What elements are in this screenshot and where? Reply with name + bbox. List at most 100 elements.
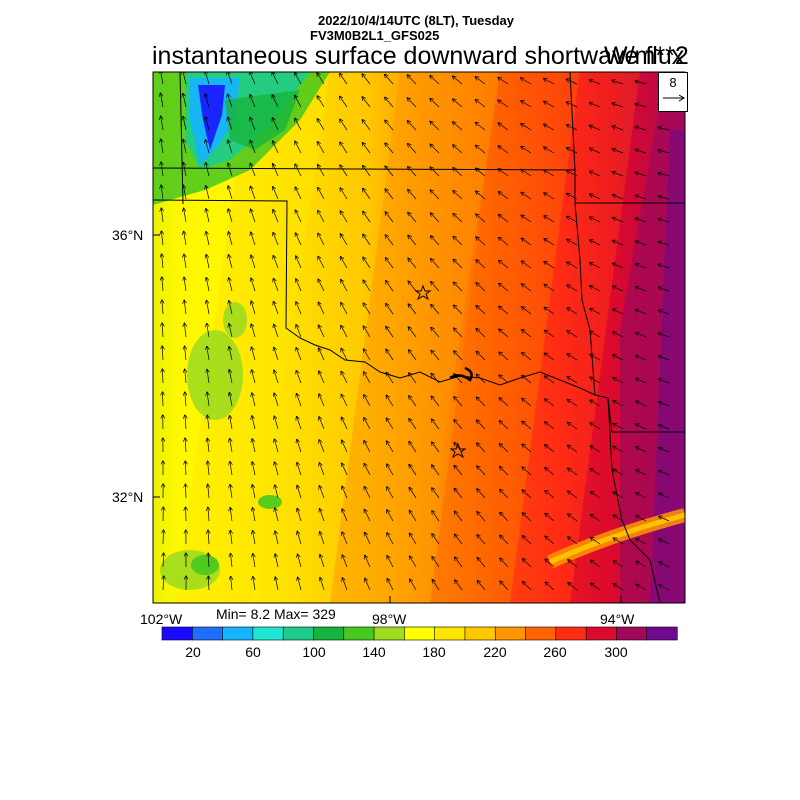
colorbar-swatch (494, 626, 527, 641)
wind-vector-arrow (590, 377, 601, 384)
wind-vector-arrow (230, 508, 232, 522)
wind-vector-arrow (296, 371, 302, 384)
wind-vector-arrow (408, 190, 417, 200)
wind-vector-arrow (477, 489, 486, 499)
wind-vector-arrow (522, 490, 532, 499)
wind-vector-arrow (340, 211, 348, 223)
state-borders (153, 72, 685, 603)
wind-vector-arrow (545, 468, 555, 476)
wind-vector-arrow (319, 463, 325, 476)
wind-vector-arrow (477, 535, 486, 545)
wind-vector-arrow (318, 279, 325, 292)
wind-vector-arrow (298, 577, 302, 591)
wind-vector-arrow (341, 326, 348, 338)
wind-vector-arrow (205, 117, 210, 131)
wind-vector-arrow (613, 492, 624, 499)
wind-vector-arrow (521, 124, 532, 131)
wind-vector-arrow (296, 233, 302, 246)
wind-vector-arrow (590, 148, 601, 154)
wind-vector-arrow (544, 79, 555, 85)
wind-vector-arrow (185, 369, 186, 384)
wind-vector-arrow (613, 424, 624, 430)
wind-vector-arrow (272, 118, 279, 131)
wind-vector-arrow (522, 284, 532, 292)
wind-vector-arrow (499, 238, 509, 246)
colorbar-swatch (404, 626, 436, 641)
wind-vector-arrow (228, 186, 233, 200)
wind-vector-arrow (521, 78, 532, 85)
wind-vector-arrow (275, 577, 279, 591)
wind-vector-arrow (185, 438, 186, 453)
wind-vector-arrow (364, 395, 371, 407)
wind-vector-arrow (297, 485, 302, 499)
wind-vector-arrow (295, 141, 302, 154)
wind-vector-arrow (613, 332, 624, 338)
wind-vector-arrow (590, 217, 601, 223)
colorbar-label: 100 (302, 644, 326, 660)
wind-vector-arrow (319, 486, 325, 499)
wind-vector-arrow (251, 232, 256, 246)
colorbar-swatch (525, 626, 557, 641)
wind-vector-arrow (521, 101, 532, 108)
colorbar-swatch (252, 626, 284, 641)
wind-vector-arrow (362, 143, 371, 154)
wind-vector-arrow (253, 508, 256, 522)
wind-vector-arrow (160, 72, 164, 85)
wind-vector-arrow (613, 401, 624, 407)
colorbar-label: 300 (604, 644, 628, 660)
wind-vector-arrow (320, 532, 325, 545)
wind-vector-arrow (364, 510, 371, 522)
reference-vector-value: 8 (669, 75, 677, 90)
wind-vector-arrow (341, 280, 348, 292)
wind-vector-arrow (499, 215, 509, 223)
wind-vector-arrow (545, 559, 555, 568)
colorbar-swatch (585, 626, 618, 641)
wind-vector-arrow (567, 217, 578, 223)
wind-vector-arrow (590, 469, 601, 476)
wind-vector-arrow (319, 348, 325, 361)
wind-vector-arrow (272, 95, 279, 108)
wind-vector-arrow (340, 165, 348, 177)
wind-vector-arrow (430, 167, 440, 177)
wind-vector-arrow (183, 163, 187, 177)
wind-vector-arrow (453, 76, 463, 85)
wind-vector-arrow (589, 80, 601, 85)
wind-vector-arrow (476, 237, 486, 246)
wind-vector-arrow (475, 77, 486, 85)
wind-vector-arrow (228, 209, 233, 223)
wind-vector-arrow (567, 354, 578, 361)
wind-vector-arrow (251, 255, 256, 269)
wind-vector-arrow (659, 471, 670, 476)
wind-vector-arrow (206, 163, 210, 177)
wind-vector-arrow (295, 95, 302, 108)
wind-vector-arrow (454, 351, 463, 361)
wind-vector-arrow (253, 531, 256, 545)
wind-vector-arrow (298, 554, 302, 568)
wind-vector-arrow (274, 347, 279, 361)
wind-vector-arrow (341, 394, 348, 407)
wind-vector-arrow (275, 462, 279, 476)
wind-vector-arrow (455, 580, 463, 591)
wind-vector-arrow (295, 118, 302, 131)
wind-vector-arrow (365, 555, 371, 568)
wind-vector-arrow (636, 424, 647, 430)
wind-vector-arrow (432, 419, 440, 430)
wind-vector-arrow (636, 287, 647, 292)
wind-vector-arrow (408, 235, 417, 246)
wind-vector-arrow (363, 326, 371, 338)
wind-vector-arrow (273, 164, 279, 177)
wind-vector-arrow (229, 301, 233, 315)
wind-vector-arrow (252, 416, 256, 430)
wind-vector-arrow (408, 281, 417, 292)
wind-vector-arrow (273, 256, 279, 269)
wind-vector-arrow (636, 562, 647, 568)
wind-vector-arrow (568, 491, 578, 499)
wind-vector-arrow (208, 553, 209, 568)
wind-vector-arrow (545, 491, 555, 499)
wind-vector-arrow (590, 446, 601, 453)
wind-vector-arrow (208, 576, 209, 591)
wind-vector-arrow (252, 485, 256, 499)
wind-vector-arrow (385, 97, 394, 108)
wind-vector-arrow (207, 347, 209, 361)
wind-vector-arrow (613, 355, 624, 361)
